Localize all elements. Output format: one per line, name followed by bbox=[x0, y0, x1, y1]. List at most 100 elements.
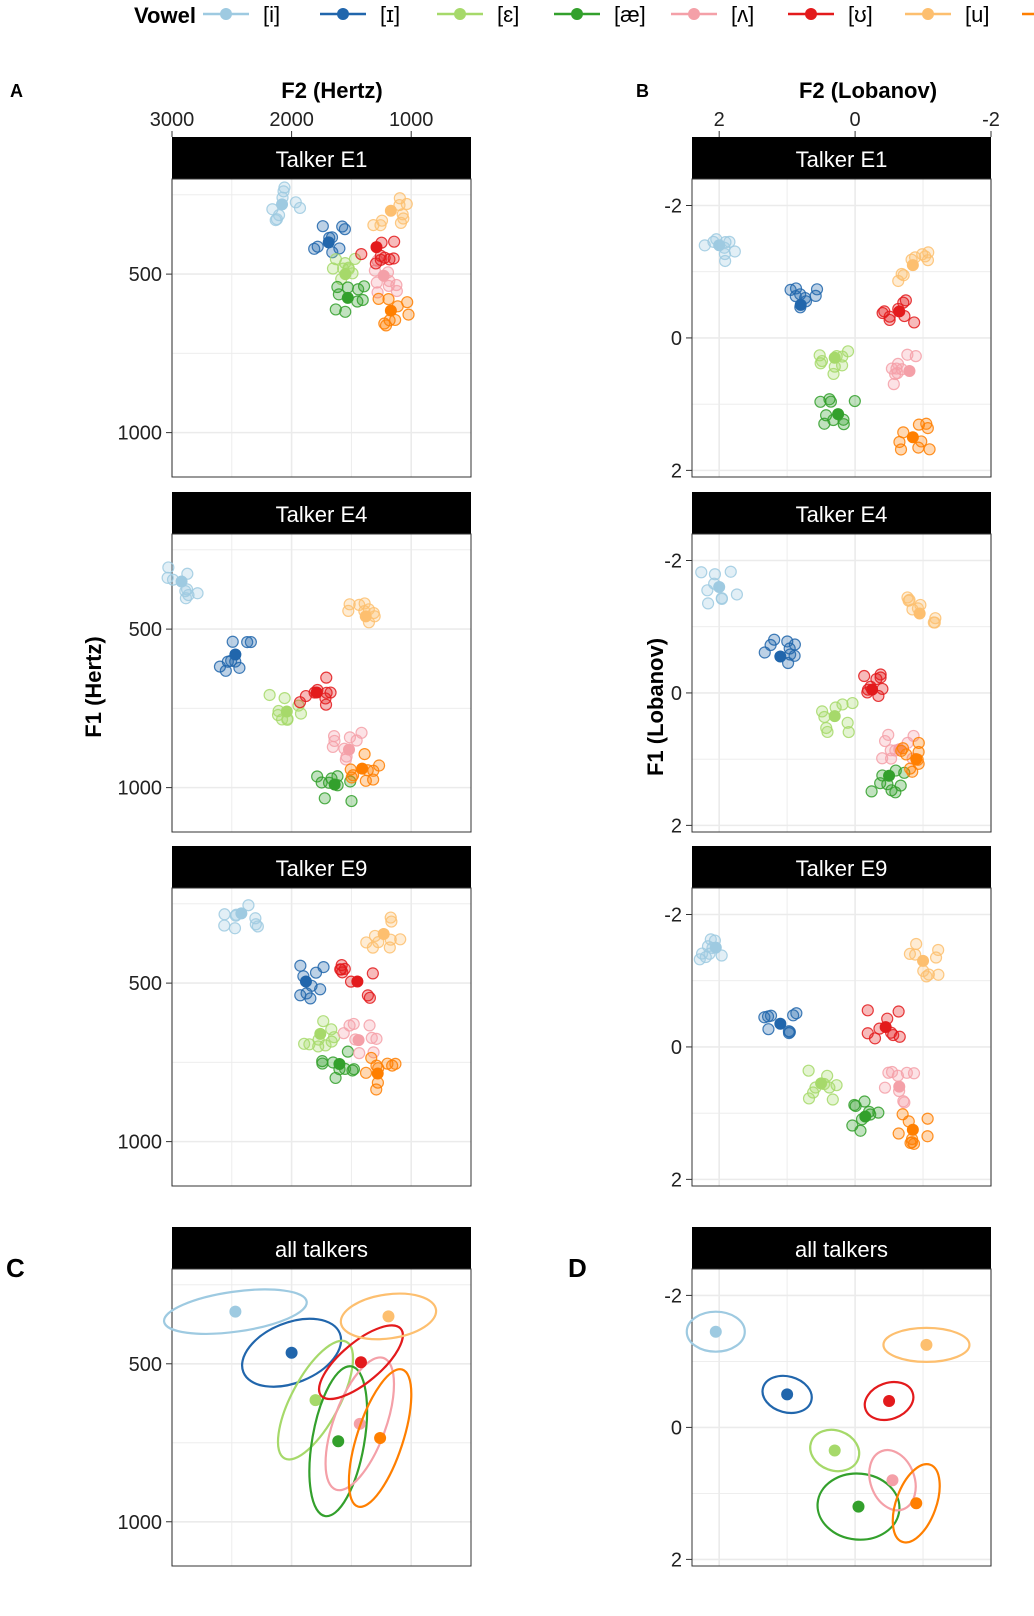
mean-point-aa-d-1 bbox=[910, 1497, 923, 1510]
token-point-aa-b-3 bbox=[892, 1127, 905, 1140]
mean-point-aa-a-2 bbox=[356, 762, 369, 775]
token-point-uu-b-1 bbox=[908, 316, 921, 329]
token-point-eh-b-3 bbox=[830, 1079, 843, 1092]
facet-strip-a-2 bbox=[172, 492, 471, 534]
mean-point-aa-a-3 bbox=[371, 1067, 384, 1080]
legend-title: Vowel bbox=[134, 3, 196, 28]
token-point-uh-a-2 bbox=[355, 726, 368, 739]
mean-point-uu-b-1 bbox=[893, 305, 906, 318]
y-tick-label-a-3: 500 bbox=[129, 973, 162, 995]
token-point-uh-b-2 bbox=[884, 752, 898, 765]
token-point-uu-b-2 bbox=[858, 669, 871, 683]
x-tick-label-a: 1000 bbox=[389, 109, 434, 131]
token-point-uh-a-3 bbox=[363, 1019, 376, 1032]
ellipse-aa-c-1 bbox=[347, 1368, 413, 1508]
token-point-ih-b-1 bbox=[784, 283, 797, 296]
token-point-ae-b-2 bbox=[865, 785, 878, 798]
token-point-eh-a-1 bbox=[329, 253, 342, 266]
x-tick-label-b: 0 bbox=[850, 109, 861, 131]
token-point-uh-a-3 bbox=[353, 1047, 366, 1060]
mean-point-ae-d-1 bbox=[852, 1500, 865, 1513]
mean-point-aa-b-3 bbox=[906, 1123, 919, 1136]
mean-point-ih-a-3 bbox=[299, 975, 312, 988]
token-point-i-b-2 bbox=[724, 565, 737, 578]
token-point-ih-b-2 bbox=[781, 635, 794, 648]
token-point-uu-b-3 bbox=[861, 1027, 874, 1040]
mean-point-uu-a-2 bbox=[310, 686, 323, 699]
ellipse-u-c-1 bbox=[339, 1292, 438, 1341]
y-tick-label-d-1: -2 bbox=[664, 1285, 682, 1307]
token-point-i-a-3 bbox=[218, 919, 231, 932]
y-tick-label-b-2: 0 bbox=[671, 683, 682, 705]
token-point-eh-b-2 bbox=[836, 698, 849, 711]
ellipse-uu-d-1 bbox=[863, 1380, 915, 1422]
token-point-uh-b-3 bbox=[885, 1065, 899, 1079]
ellipse-u-d-1 bbox=[882, 1326, 971, 1364]
token-point-eh-a-2 bbox=[263, 688, 276, 702]
token-point-i-a-3 bbox=[228, 922, 242, 935]
y-tick-label-a-3: 1000 bbox=[118, 1132, 163, 1154]
token-point-ih-b-2 bbox=[788, 638, 801, 651]
token-point-uu-b-3 bbox=[893, 1030, 906, 1043]
legend-label-uu: [ʊ] bbox=[848, 2, 873, 27]
token-point-aa-b-1 bbox=[897, 426, 910, 439]
token-point-ih-b-2 bbox=[764, 638, 777, 652]
mean-point-eh-b-1 bbox=[828, 351, 841, 364]
token-point-ih-a-2 bbox=[233, 661, 246, 674]
token-point-ih-a-2 bbox=[221, 655, 234, 668]
token-point-i-a-2 bbox=[191, 587, 204, 600]
mean-point-eh-d-1 bbox=[828, 1444, 841, 1457]
token-point-u-b-3 bbox=[920, 970, 933, 983]
token-point-ae-b-3 bbox=[854, 1124, 867, 1137]
token-point-ae-a-2 bbox=[345, 794, 358, 808]
token-point-ih-a-3 bbox=[317, 961, 330, 974]
legend-dot-uh bbox=[688, 8, 700, 20]
token-point-aa-b-2 bbox=[906, 765, 919, 778]
mean-point-ih-a-2 bbox=[229, 648, 242, 661]
facet-b-1: Talker E1 -2 0 2 2 0 -2 bbox=[664, 109, 1000, 482]
token-point-aa-a-3 bbox=[359, 1066, 373, 1079]
token-point-ae-a-3 bbox=[316, 1055, 329, 1068]
token-point-uu-a-1 bbox=[355, 248, 368, 261]
mean-point-i-c-1 bbox=[229, 1305, 242, 1318]
token-point-uh-a-3 bbox=[365, 1031, 378, 1045]
mean-point-uh-d-1 bbox=[886, 1474, 899, 1487]
mean-point-uh-b-1 bbox=[903, 365, 916, 378]
mean-point-ih-b-3 bbox=[774, 1017, 787, 1030]
token-point-uh-a-3 bbox=[370, 1032, 383, 1045]
legend-dot-ae bbox=[571, 8, 583, 20]
mean-point-eh-c-1 bbox=[309, 1394, 322, 1407]
panel-letter-d: D bbox=[568, 1253, 587, 1283]
facet-title-b-2: Talker E4 bbox=[796, 502, 888, 527]
token-point-aa-a-2 bbox=[344, 763, 357, 776]
token-point-uu-b-3 bbox=[861, 1004, 874, 1017]
token-point-aa-b-1 bbox=[912, 418, 926, 431]
ellipse-ih-c-1 bbox=[240, 1317, 343, 1388]
token-point-i-b-3 bbox=[715, 949, 728, 962]
token-point-aa-b-1 bbox=[894, 443, 908, 456]
x-tick-label-a: 3000 bbox=[150, 109, 195, 131]
token-point-eh-a-2 bbox=[278, 691, 291, 705]
mean-point-eh-b-2 bbox=[828, 710, 841, 723]
token-point-eh-b-3 bbox=[826, 1093, 839, 1106]
token-point-ae-b-1 bbox=[818, 417, 831, 430]
token-point-eh-b-1 bbox=[827, 367, 840, 381]
y-tick-label-a-1: 500 bbox=[129, 264, 162, 286]
facet-b-3: Talker E9 -2 0 2 bbox=[664, 846, 992, 1191]
mean-point-i-a-3 bbox=[235, 907, 248, 920]
facet-border-b-2 bbox=[691, 533, 992, 833]
token-point-eh-a-3 bbox=[325, 1023, 338, 1036]
token-point-aa-b-3 bbox=[907, 1137, 921, 1150]
panel-a-x-title: F2 (Hertz) bbox=[281, 78, 382, 103]
token-point-aa-b-3 bbox=[921, 1130, 934, 1143]
token-point-uu-b-1 bbox=[883, 313, 896, 327]
x-tick-label-b: 2 bbox=[714, 109, 725, 131]
token-point-uu-b-3 bbox=[892, 1005, 905, 1018]
y-tick-label-c-1: 500 bbox=[129, 1354, 162, 1376]
token-point-u-a-2 bbox=[353, 598, 366, 611]
token-point-u-a-3 bbox=[394, 933, 407, 946]
token-point-eh-a-3 bbox=[317, 1015, 330, 1028]
token-point-aa-a-3 bbox=[386, 1059, 399, 1072]
token-point-ae-a-3 bbox=[341, 1045, 354, 1058]
mean-point-ae-a-1 bbox=[341, 291, 354, 304]
